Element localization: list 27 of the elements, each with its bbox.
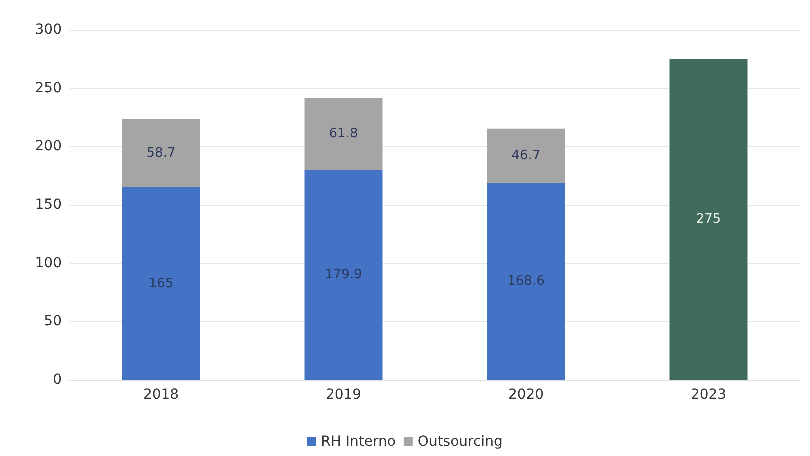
y-tick-label: 0 xyxy=(53,372,62,388)
data-label: 165 xyxy=(148,276,174,292)
y-tick-label: 300 xyxy=(35,22,62,38)
legend-label: Outsourcing xyxy=(418,434,503,450)
bar xyxy=(487,183,566,380)
x-tick-label: 2019 xyxy=(326,387,362,403)
bar xyxy=(670,59,748,380)
data-label: 275 xyxy=(696,212,722,228)
data-label: 168.6 xyxy=(508,274,545,290)
y-tick-label: 200 xyxy=(35,138,62,155)
bar xyxy=(122,119,200,188)
bar xyxy=(304,170,383,380)
data-label: 58.7 xyxy=(146,146,176,161)
y-tick-label: 100 xyxy=(35,255,62,272)
y-tick-label: 50 xyxy=(44,314,62,330)
bar xyxy=(122,188,200,380)
legend-label: RH Interno xyxy=(321,434,396,450)
data-label: 179.9 xyxy=(325,268,362,283)
x-tick-label: 2023 xyxy=(690,387,727,403)
bar xyxy=(487,128,566,184)
data-label: 46.7 xyxy=(512,148,541,164)
x-tick-label: 2018 xyxy=(143,387,180,403)
y-tick-label: 250 xyxy=(35,80,62,96)
x-tick-label: 2020 xyxy=(508,387,544,403)
bar xyxy=(304,98,383,170)
y-tick-label: 150 xyxy=(35,197,62,213)
data-label: 61.8 xyxy=(329,126,358,142)
